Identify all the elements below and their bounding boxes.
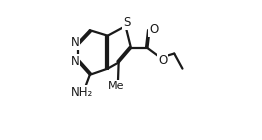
Text: O: O (158, 54, 167, 67)
Text: S: S (123, 16, 130, 29)
Text: N: N (71, 36, 80, 49)
Text: O: O (149, 23, 158, 36)
Text: NH₂: NH₂ (71, 86, 94, 99)
Text: Me: Me (108, 81, 125, 91)
Text: N: N (71, 55, 80, 68)
